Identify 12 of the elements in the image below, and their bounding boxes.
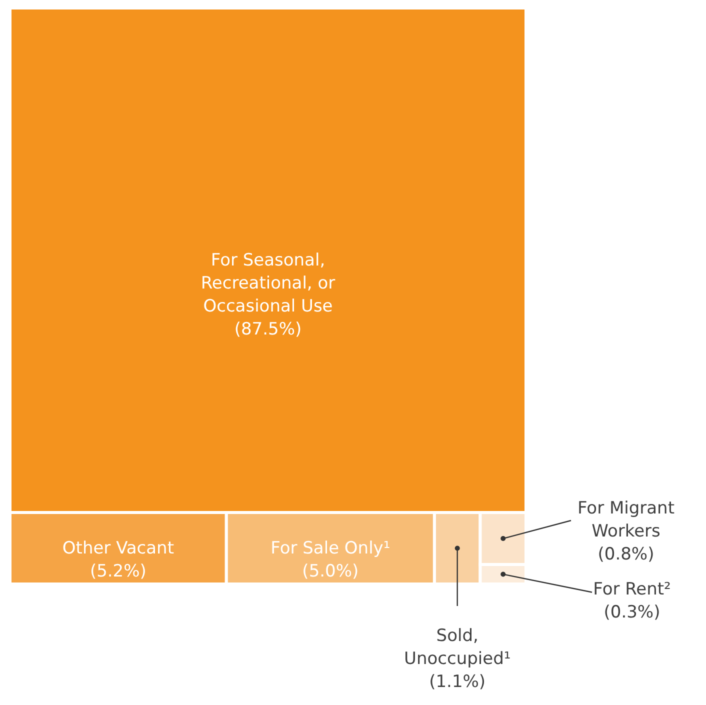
data-label: (87.5%) (234, 319, 302, 340)
category-label: For Sale Only¹ (270, 538, 390, 558)
category-label: For Migrant Workers (578, 498, 675, 542)
data-label: (5.0%) (302, 561, 359, 582)
category-label: Other Vacant (62, 538, 174, 558)
category-label: Sold, Unoccupied¹ (404, 626, 511, 669)
data-label: (0.3%) (604, 602, 660, 622)
data-label: (5.2%) (90, 561, 146, 582)
data-label: (1.1%) (429, 672, 486, 692)
category-label: For Seasonal, Recreational, or Occasional Use (200, 250, 336, 316)
data-label: (0.8%) (598, 544, 654, 565)
category-label: For Rent² (593, 579, 671, 600)
